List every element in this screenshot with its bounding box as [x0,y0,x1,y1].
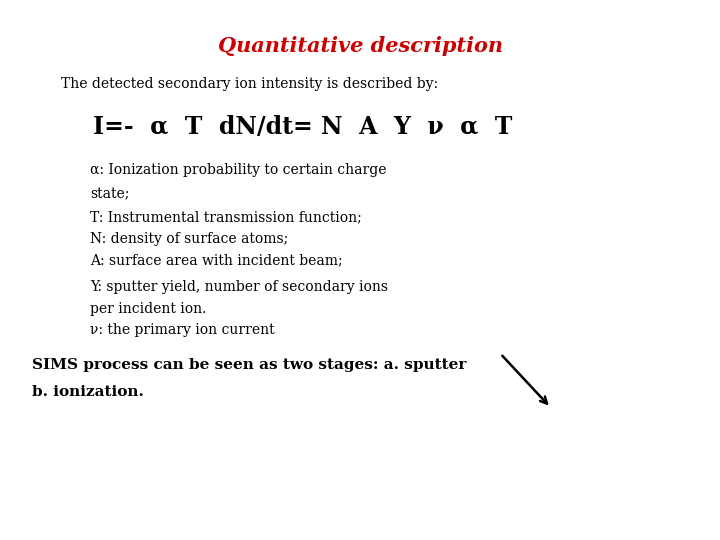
Text: state;: state; [90,187,130,201]
Text: T: Instrumental transmission function;: T: Instrumental transmission function; [90,210,361,224]
Text: b. ionization.: b. ionization. [32,384,144,399]
Text: SIMS process can be seen as two stages: a. sputter: SIMS process can be seen as two stages: … [32,357,467,372]
Text: Y: sputter yield, number of secondary ions: Y: sputter yield, number of secondary io… [90,280,388,294]
Text: Quantitative description: Quantitative description [217,36,503,56]
Text: N: density of surface atoms;: N: density of surface atoms; [90,232,288,246]
Text: A: surface area with incident beam;: A: surface area with incident beam; [90,253,343,267]
Text: per incident ion.: per incident ion. [90,302,207,316]
Text: I=-  α  T  dN/dt= N  A  Y  ν  α  T: I=- α T dN/dt= N A Y ν α T [93,115,512,139]
Text: The detected secondary ion intensity is described by:: The detected secondary ion intensity is … [61,77,438,91]
Text: α: Ionization probability to certain charge: α: Ionization probability to certain cha… [90,163,387,177]
Text: ν: the primary ion current: ν: the primary ion current [90,323,274,338]
